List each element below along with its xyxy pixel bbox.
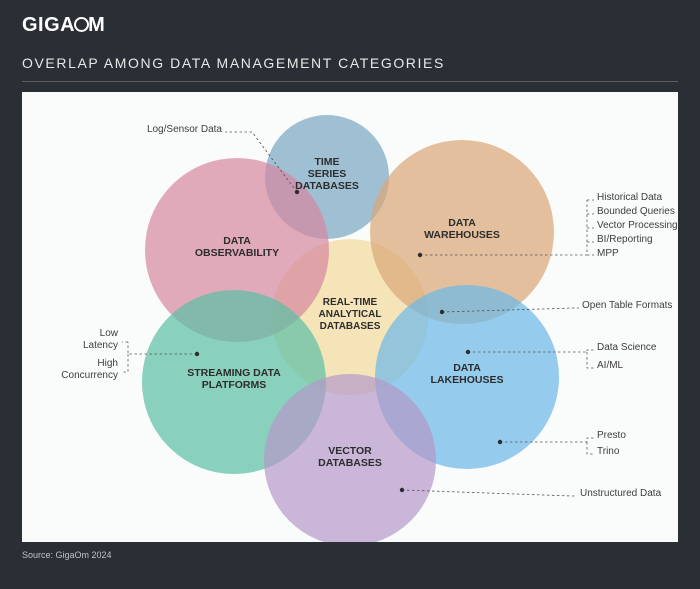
callout-data-science: Data Science xyxy=(597,342,657,353)
callout-vector-proc: Vector Processing xyxy=(597,220,678,231)
venn-diagram: TIMESERIESDATABASESDATAWAREHOUSESDATAOBS… xyxy=(22,92,678,542)
label-data-observability-l1: OBSERVABILITY xyxy=(195,247,279,259)
header: GIGA M xyxy=(0,0,700,45)
leader-ai-ml xyxy=(587,352,594,368)
dot-data-science xyxy=(466,350,470,354)
center-label-l1: ANALYTICAL xyxy=(319,309,382,320)
callout-historical: Historical Data xyxy=(597,192,662,203)
logo-o-icon xyxy=(74,17,89,32)
callout-low-latency-l2: Latency xyxy=(83,340,118,351)
callout-open-table: Open Table Formats xyxy=(582,300,672,311)
logo-suffix: M xyxy=(88,14,105,36)
brand-logo: GIGA M xyxy=(22,14,678,37)
dot-unstructured xyxy=(400,488,404,492)
callout-bi-reporting: BI/Reporting xyxy=(597,234,653,245)
label-vector-l0: VECTOR xyxy=(328,445,372,457)
center-label-l0: REAL-TIME xyxy=(323,297,378,308)
callout-mpp: MPP xyxy=(597,248,619,259)
title-divider xyxy=(22,81,678,82)
dot-high-concurrency xyxy=(195,352,199,356)
callout-presto: Presto xyxy=(597,430,626,441)
dot-presto xyxy=(498,440,502,444)
label-data-observability-l0: DATA xyxy=(223,235,251,247)
label-time-series-l1: SERIES xyxy=(308,168,347,180)
label-data-warehouses-l0: DATA xyxy=(448,217,476,229)
callout-log-sensor: Log/Sensor Data xyxy=(147,124,222,135)
label-data-lakehouses-l1: LAKEHOUSES xyxy=(431,374,504,386)
diagram-canvas: TIMESERIESDATABASESDATAWAREHOUSESDATAOBS… xyxy=(22,92,678,542)
dot-bi-reporting xyxy=(418,253,422,257)
label-streaming-l1: PLATFORMS xyxy=(202,379,267,391)
label-data-warehouses-l1: WAREHOUSES xyxy=(424,229,500,241)
callout-high-concurrency-l1: High xyxy=(97,358,118,369)
label-vector-l1: DATABASES xyxy=(318,457,382,469)
dot-open-table xyxy=(440,310,444,314)
label-streaming-l0: STREAMING DATA xyxy=(187,367,281,379)
label-time-series-l2: DATABASES xyxy=(295,180,359,192)
source-footer: Source: GigaOm 2024 xyxy=(0,542,700,568)
callout-unstructured: Unstructured Data xyxy=(580,488,662,499)
label-data-lakehouses-l0: DATA xyxy=(453,362,481,374)
label-time-series-l0: TIME xyxy=(314,156,339,168)
dot-log-sensor xyxy=(295,190,299,194)
page-title: OVERLAP AMONG DATA MANAGEMENT CATEGORIES xyxy=(0,45,700,81)
leader-trino xyxy=(587,442,594,454)
center-label-l2: DATABASES xyxy=(320,321,381,332)
callout-bounded: Bounded Queries xyxy=(597,206,675,217)
callout-high-concurrency-l2: Concurrency xyxy=(61,370,118,381)
callout-trino: Trino xyxy=(597,446,620,457)
callout-low-latency-l1: Low xyxy=(100,328,119,339)
callout-ai-ml: AI/ML xyxy=(597,360,624,371)
logo-prefix: GIGA xyxy=(22,14,75,36)
